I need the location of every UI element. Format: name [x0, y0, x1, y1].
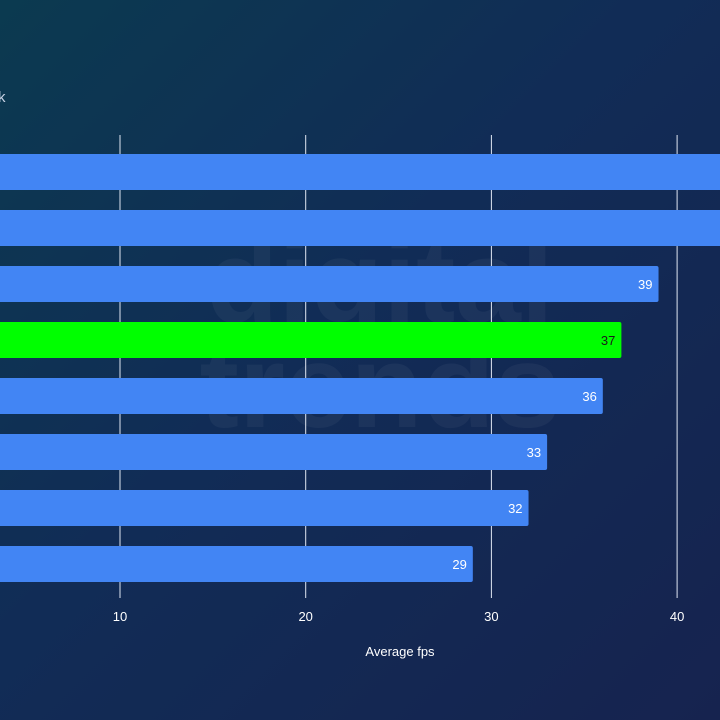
- bar-value-label: 29: [452, 557, 466, 572]
- chart-subtitle: k: [0, 89, 6, 106]
- bar-value-label: 39: [638, 277, 652, 292]
- x-axis-title: Average fps: [365, 644, 435, 659]
- bar: [0, 154, 720, 190]
- bar-value-label: 32: [508, 501, 522, 516]
- bar: [0, 546, 473, 582]
- bar-highlight: [0, 322, 622, 358]
- bar-value-label: 36: [582, 389, 596, 404]
- bar: [0, 210, 720, 246]
- bar: [0, 434, 548, 470]
- x-tick-label: 40: [670, 609, 684, 624]
- x-tick-label: 20: [298, 609, 312, 624]
- bar-value-label: 33: [527, 445, 541, 460]
- x-tick-label: 10: [113, 609, 127, 624]
- bar-value-label: 37: [601, 333, 615, 348]
- bar: [0, 266, 659, 302]
- bar: [0, 378, 603, 414]
- bar: [0, 490, 529, 526]
- x-tick-label: 30: [484, 609, 498, 624]
